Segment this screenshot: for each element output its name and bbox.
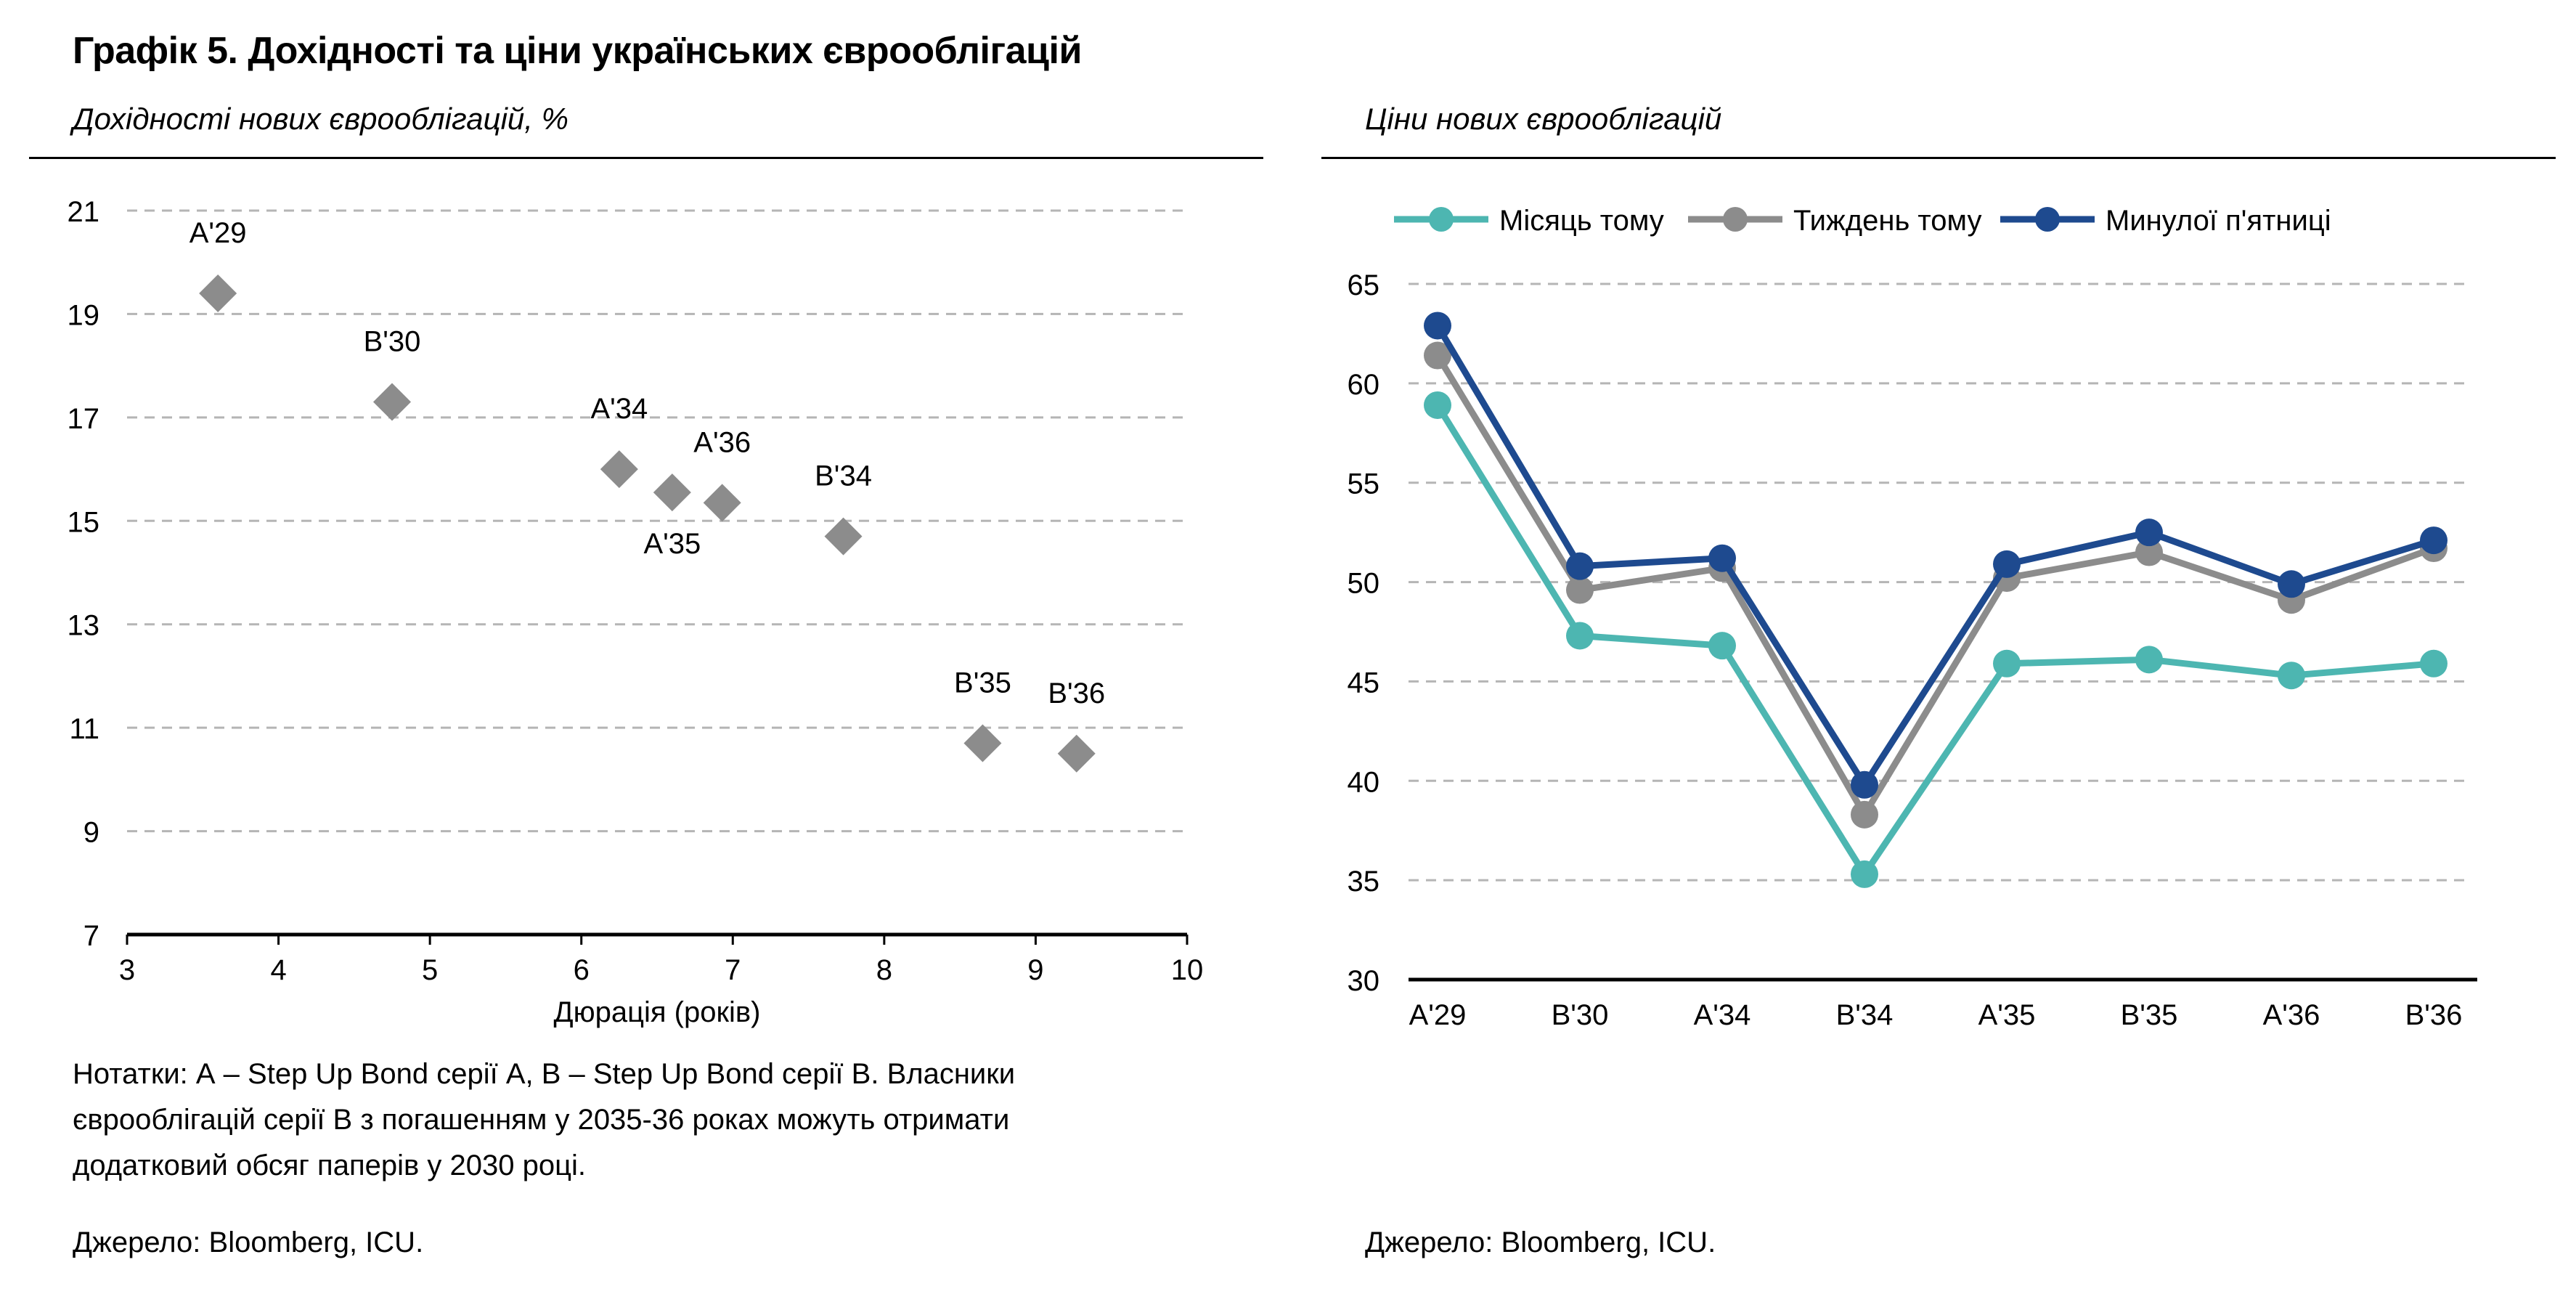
- series-point: [1708, 544, 1736, 572]
- x-tick-label: 8: [876, 954, 892, 986]
- series-line: [1435, 354, 2435, 818]
- legend-label: Минулої п'ятниці: [2106, 205, 2331, 237]
- scatter-point: [373, 383, 411, 421]
- point-label: B'36: [1048, 678, 1105, 709]
- y-tick-label: 30: [1348, 965, 1380, 997]
- y-tick-label: 15: [68, 506, 100, 538]
- right-chart-subtitle: Ціни нових єврооблігацій: [1365, 102, 1722, 136]
- x-tick-label: B'34: [1836, 999, 1894, 1031]
- note-line: Нотатки: А – Step Up Bond серії А, В – S…: [73, 1058, 1016, 1090]
- series-point: [2135, 518, 2163, 547]
- series-point: [1993, 550, 2021, 578]
- point-label: B'34: [815, 460, 872, 492]
- series-point: [1424, 312, 1451, 340]
- left-header-rule: [29, 157, 1263, 159]
- y-tick-label: 19: [68, 299, 100, 331]
- y-tick-label: 11: [69, 713, 99, 745]
- series-point: [1708, 632, 1736, 660]
- right-source: Джерело: Bloomberg, ICU.: [1365, 1226, 1716, 1258]
- x-tick-label: 4: [270, 954, 286, 986]
- x-tick-label: 7: [725, 954, 741, 986]
- y-tick-label: 9: [83, 817, 99, 849]
- bond-prices-line-chart: 30 35 40 45 50 55 60 65 A'29 B'30 A'34 B'34 A'35 B'35…: [1348, 205, 2477, 1031]
- series-point: [2278, 570, 2305, 598]
- point-label: A'35: [643, 528, 701, 560]
- y-tick-label: 13: [68, 610, 100, 642]
- scatter-point: [963, 724, 1002, 762]
- x-tick-label: 10: [1171, 954, 1204, 986]
- point-label: A'36: [693, 426, 751, 458]
- series-point: [2420, 526, 2447, 555]
- legend-swatch-marker: [1723, 207, 1748, 232]
- y-tick-label: 7: [83, 920, 99, 952]
- series-point: [2278, 662, 2305, 690]
- duration-yield-scatter-chart: 7 9 11 13 15 17 19 21 3 4 5 6 7 8 9 10 Дюрація (років) A'…: [68, 196, 1204, 1028]
- x-tick-label: B'35: [2121, 999, 2178, 1031]
- point-label: A'29: [189, 217, 247, 249]
- x-tick-label: A'29: [1409, 999, 1467, 1031]
- scatter-point: [703, 484, 741, 522]
- right-header-rule: [1321, 157, 2556, 159]
- x-tick-label: A'34: [1694, 999, 1751, 1031]
- series-point: [2135, 646, 2163, 674]
- series-line: [1435, 324, 2435, 789]
- legend-label: Місяць тому: [1499, 205, 1664, 237]
- x-axis-label: Дюрація (років): [554, 996, 761, 1028]
- scatter-point: [600, 450, 638, 489]
- y-tick-label: 35: [1348, 866, 1380, 898]
- series-point: [1424, 341, 1451, 370]
- scatter-point: [1057, 734, 1096, 773]
- y-tick-label: 60: [1348, 369, 1380, 401]
- series-point: [1566, 552, 1594, 580]
- series-point: [1566, 576, 1594, 604]
- legend-swatch-marker: [1429, 207, 1454, 232]
- series-point: [2420, 649, 2447, 678]
- series-point: [1424, 391, 1451, 419]
- series-point: [1993, 649, 2021, 678]
- x-tick-label: A'35: [1978, 999, 2036, 1031]
- point-label: A'34: [590, 393, 648, 425]
- point-label: B'35: [954, 667, 1011, 699]
- series-point: [1851, 860, 1878, 888]
- x-tick-label: B'30: [1552, 999, 1609, 1031]
- left-notes: Нотатки: А – Step Up Bond серії А, В – S…: [73, 1051, 1234, 1189]
- series-point: [2135, 538, 2163, 566]
- note-line: додатковий обсяг паперів у 2030 році.: [73, 1150, 586, 1181]
- scatter-point: [199, 274, 237, 312]
- x-tick-label: B'36: [2405, 999, 2463, 1031]
- x-tick-label: 3: [119, 954, 135, 986]
- point-label: B'30: [364, 325, 421, 357]
- x-tick-label: A'36: [2263, 999, 2320, 1031]
- y-tick-label: 55: [1348, 468, 1380, 500]
- series-line: [1435, 403, 2434, 878]
- y-tick-label: 40: [1348, 766, 1380, 798]
- legend-swatch-marker: [2035, 207, 2060, 232]
- y-tick-label: 50: [1348, 568, 1380, 600]
- left-source: Джерело: Bloomberg, ICU.: [73, 1226, 424, 1258]
- series-point: [1851, 800, 1878, 829]
- y-tick-label: 65: [1348, 269, 1380, 301]
- x-tick-label: 9: [1027, 954, 1043, 986]
- note-line: єврооблігацій серії В з погашенням у 203…: [73, 1104, 1010, 1136]
- left-chart-subtitle: Дохідності нових єврооблігацій, %: [73, 102, 568, 136]
- y-tick-label: 21: [68, 196, 100, 228]
- x-tick-label: 6: [574, 954, 590, 986]
- y-tick-label: 45: [1348, 667, 1380, 699]
- series-point: [1851, 770, 1878, 799]
- figure-title: Графік 5. Дохідності та ціни українських…: [73, 30, 1082, 72]
- legend-label: Тиждень тому: [1793, 205, 1981, 237]
- scatter-point: [824, 517, 863, 556]
- x-tick-label: 5: [422, 954, 438, 986]
- scatter-point: [653, 473, 691, 512]
- y-tick-label: 17: [68, 403, 100, 435]
- series-point: [1566, 622, 1594, 650]
